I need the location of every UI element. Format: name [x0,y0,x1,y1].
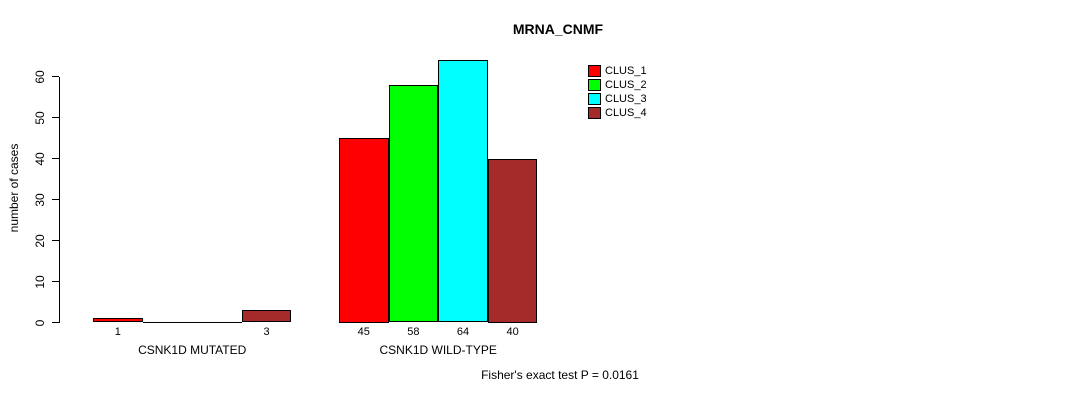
chart-title: MRNA_CNMF [512,21,604,37]
x-axis-group-label: CSNK1D MUTATED [138,343,247,357]
legend-swatch-clus-1 [588,65,601,77]
y-axis-tick [52,322,59,323]
legend-swatch-clus-2 [588,79,601,91]
bar-clus-2-group-1-zero [142,321,193,323]
y-axis-tick-label: 20 [33,233,47,248]
legend: CLUS_1 CLUS_2 CLUS_3 CLUS_4 [588,64,647,120]
legend-label-clus-3: CLUS_3 [605,93,647,105]
y-axis-tick [52,76,59,77]
bar-clus-4-group-1 [241,310,292,323]
bar-value-label: 40 [506,326,519,338]
y-axis-tick [52,158,59,159]
y-axis-tick [52,281,59,282]
bar-clus-4-group-2 [487,158,538,323]
legend-swatch-clus-4 [588,107,601,119]
y-axis-tick [52,240,59,241]
y-axis-tick-label: 50 [33,110,47,125]
y-axis-tick-label: 30 [33,192,47,207]
y-axis-tick-label: 0 [33,319,47,326]
x-axis-group-label: CSNK1D WILD-TYPE [379,343,497,357]
legend-item-clus-2: CLUS_2 [588,78,647,92]
bar-clus-3-group-2 [438,60,488,323]
legend-item-clus-1: CLUS_1 [588,64,647,78]
y-axis-tick [52,117,59,118]
bar-value-label: 3 [263,326,270,338]
y-axis-line [59,76,60,323]
y-axis-tick-label: 10 [33,274,47,289]
bar-clus-1-group-1 [93,318,143,323]
bar-clus-1-group-2 [339,138,389,323]
bar-value-label: 45 [357,326,370,338]
legend-label-clus-4: CLUS_4 [605,107,647,119]
y-axis-tick [52,199,59,200]
bar-value-label: 58 [407,326,420,338]
legend-swatch-clus-3 [588,93,601,105]
bar-clus-2-group-2 [388,84,439,323]
legend-item-clus-3: CLUS_3 [588,92,647,106]
legend-label-clus-1: CLUS_1 [605,65,647,77]
legend-item-clus-4: CLUS_4 [588,106,647,120]
y-axis-tick-label: 60 [33,69,47,84]
bar-value-label: 64 [456,326,470,338]
legend-label-clus-2: CLUS_2 [605,79,647,91]
annotation-text: Fisher's exact test P = 0.0161 [481,368,639,382]
bar-value-label: 1 [114,326,121,338]
y-axis-tick-label: 40 [33,151,47,166]
bar-clus-3-group-1-zero [192,321,242,323]
